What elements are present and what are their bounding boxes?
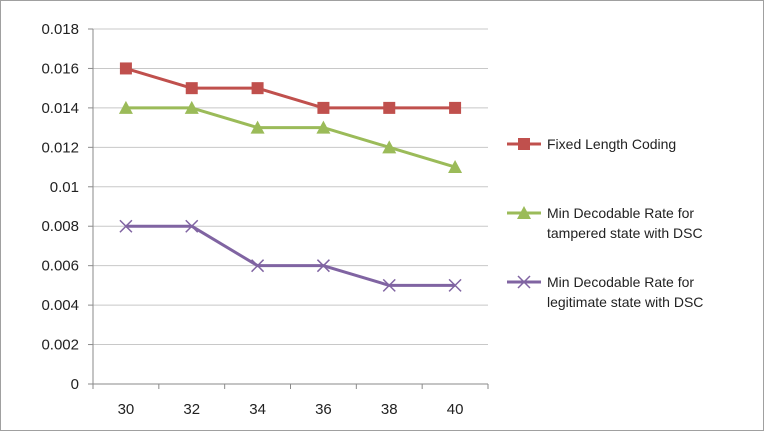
- series-1: [119, 62, 462, 114]
- data-point: [185, 82, 198, 95]
- legend-label: legitimate state with DSC: [547, 294, 703, 310]
- data-series: [118, 62, 463, 292]
- data-point: [119, 219, 133, 233]
- data-point: [383, 101, 396, 114]
- data-point: [185, 219, 199, 233]
- legend-entry: Min Decodable Rate for tampered state wit…: [507, 205, 703, 241]
- data-point: [119, 62, 132, 75]
- y-tick-label: 0.016: [41, 60, 79, 77]
- series-line: [125, 67, 456, 110]
- legend-swatch-marker: [517, 206, 531, 219]
- y-tick-label: 0: [71, 376, 79, 393]
- data-point: [382, 278, 396, 292]
- legend-label: tampered state with DSC: [547, 225, 703, 241]
- data-point: [250, 120, 265, 134]
- x-axis-tick-labels: 30 32 34 36 38 40: [118, 401, 464, 418]
- series-3: [119, 219, 462, 292]
- data-point: [448, 278, 462, 292]
- legend-swatch-marker: [517, 275, 531, 289]
- data-point: [118, 100, 133, 114]
- data-point: [449, 101, 462, 114]
- axes: [88, 28, 489, 389]
- series-line: [125, 224, 456, 287]
- legend: Fixed Length Coding Min Decodable Rate fo…: [507, 136, 703, 310]
- y-tick-label: 0.012: [41, 139, 79, 156]
- data-point: [448, 160, 463, 174]
- data-point: [251, 259, 265, 273]
- y-tick-label: 0.002: [41, 337, 79, 354]
- x-tick-label: 40: [447, 401, 464, 418]
- y-tick-label: 0.01: [50, 179, 79, 196]
- x-tick-label: 30: [118, 401, 135, 418]
- data-point: [316, 120, 331, 134]
- x-tick-label: 38: [381, 401, 398, 418]
- series-2: [118, 100, 463, 174]
- data-point: [251, 82, 264, 95]
- legend-entry: Min Decodable Rate for legitimate state w…: [507, 274, 703, 310]
- x-tick-label: 36: [315, 401, 332, 418]
- legend-label: Fixed Length Coding: [547, 136, 676, 152]
- data-point: [317, 101, 330, 114]
- data-point: [184, 100, 199, 114]
- series-line: [125, 106, 456, 169]
- y-tick-label: 0.004: [41, 297, 79, 314]
- x-tick-label: 34: [249, 401, 266, 418]
- y-tick-label: 0.018: [41, 21, 79, 38]
- y-tick-label: 0.006: [41, 258, 79, 275]
- data-point: [382, 140, 397, 154]
- legend-label: Min Decodable Rate for: [547, 205, 694, 221]
- y-tick-label: 0.014: [41, 100, 79, 117]
- data-point: [316, 259, 330, 273]
- y-tick-label: 0.008: [41, 218, 79, 235]
- legend-label: Min Decodable Rate for: [547, 274, 694, 290]
- y-axis-tick-labels: 0 0.002 0.004 0.006 0.008 0.01 0.012 0.014 0.016…: [41, 21, 79, 393]
- legend-entry: Fixed Length Coding: [507, 136, 676, 152]
- legend-swatch-marker: [518, 138, 530, 150]
- x-tick-label: 32: [183, 401, 200, 418]
